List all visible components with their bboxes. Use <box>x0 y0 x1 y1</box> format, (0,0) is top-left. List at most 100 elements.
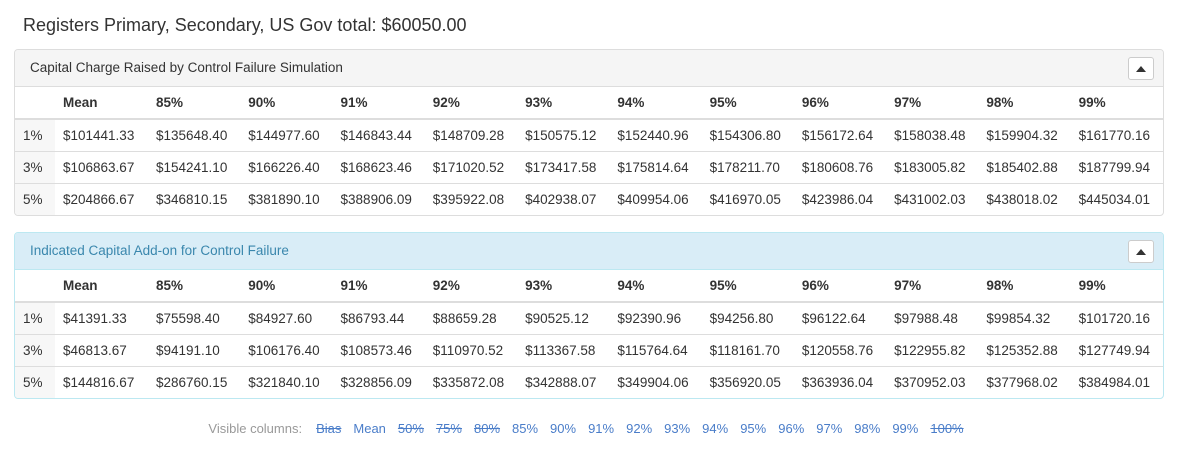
table-cell: $94191.10 <box>148 334 241 367</box>
table-cell: $110970.52 <box>424 334 518 367</box>
table-cell: $158038.48 <box>894 128 966 143</box>
column-header: Mean <box>55 87 148 120</box>
table-cell: $384984.01 <box>1070 366 1163 398</box>
column-header: 85% <box>148 270 241 303</box>
visible-column-toggle-92pct[interactable]: 92% <box>626 421 653 436</box>
table-cell: $148709.28 <box>432 128 505 143</box>
table-cell: $135648.40 <box>156 128 228 143</box>
table-cell: $106176.40 <box>240 334 333 367</box>
column-header: 96% <box>793 270 887 303</box>
table-cell: $286760.15 <box>148 366 241 398</box>
row-label: 1% <box>15 302 55 335</box>
table-cell: $154306.80 <box>709 128 781 143</box>
table-cell: $183005.82 <box>886 151 979 184</box>
table-cell: $88659.28 <box>432 311 497 326</box>
table-cell: $171020.52 <box>424 151 518 184</box>
column-header: 92% <box>424 270 518 303</box>
table-row: 3% $46813.67 $94191.10 $106176.40 $108573.46… <box>15 334 1163 367</box>
table-cell: $187799.94 <box>1070 151 1163 184</box>
table-cell: $168623.46 <box>332 151 425 184</box>
column-header: 95% <box>701 87 794 120</box>
capital-charge-table: Mean 85% 90% 91% 92% 93% 94% 95% 96% 97% 98% 99% 1%… <box>15 87 1163 215</box>
table-cell: $46813.67 <box>55 334 148 367</box>
column-header: 98% <box>978 270 1071 303</box>
table-cell: $150575.12 <box>525 128 597 143</box>
visible-column-toggle-98pct[interactable]: 98% <box>854 421 881 436</box>
column-header: 99% <box>1070 87 1163 120</box>
column-header: 96% <box>793 87 887 120</box>
table-cell: $335872.08 <box>424 366 518 398</box>
table-row: 5% $144816.67 $286760.15 $321840.10 $328856.… <box>15 366 1163 398</box>
table-cell: $402938.07 <box>517 183 610 215</box>
table-cell: $120558.76 <box>793 334 887 367</box>
corner-cell <box>15 270 55 303</box>
table-cell: $125352.88 <box>978 334 1071 367</box>
column-header: 97% <box>886 270 979 303</box>
table-cell: $113367.58 <box>517 334 610 367</box>
column-header: 90% <box>240 87 333 120</box>
table-cell: $321840.10 <box>240 366 333 398</box>
table-cell: $204866.67 <box>55 183 148 215</box>
table-cell: $152440.96 <box>617 128 689 143</box>
table-cell: $438018.02 <box>978 183 1071 215</box>
table-cell: $423986.04 <box>793 183 887 215</box>
visible-column-toggle-94pct[interactable]: 94% <box>702 421 729 436</box>
visible-column-toggle-93pct[interactable]: 93% <box>664 421 691 436</box>
table-cell: $409954.06 <box>609 183 702 215</box>
visible-column-toggle-91pct[interactable]: 91% <box>588 421 615 436</box>
table-cell: $115764.64 <box>609 334 702 367</box>
page: Registers Primary, Secondary, US Gov tot… <box>14 15 1164 436</box>
row-label: 5% <box>15 183 55 215</box>
panel-title: Capital Charge Raised by Control Failure… <box>30 60 343 75</box>
visible-column-toggle-bias[interactable]: Bias <box>316 421 342 436</box>
row-label: 3% <box>15 151 55 184</box>
visible-column-toggle-99pct[interactable]: 99% <box>892 421 919 436</box>
visible-column-toggle-100pct[interactable]: 100% <box>930 421 964 436</box>
collapse-button[interactable] <box>1128 57 1154 80</box>
table-cell: $377968.02 <box>978 366 1071 398</box>
column-header: 90% <box>240 270 333 303</box>
visible-column-toggle-75pct[interactable]: 75% <box>435 421 462 436</box>
visible-column-toggle-50pct[interactable]: 50% <box>397 421 424 436</box>
column-header: 91% <box>332 87 425 120</box>
visible-column-toggle-95pct[interactable]: 95% <box>740 421 767 436</box>
table-cell: $118161.70 <box>701 334 794 367</box>
visible-column-toggle-90pct[interactable]: 90% <box>550 421 577 436</box>
capital-addon-table: Mean 85% 90% 91% 92% 93% 94% 95% 96% 97% 98% 99% 1%… <box>15 270 1163 398</box>
table-cell: $173417.58 <box>517 151 610 184</box>
column-header: 94% <box>609 270 702 303</box>
visible-columns-label: Visible columns: <box>208 421 303 436</box>
visible-column-toggle-80pct[interactable]: 80% <box>473 421 501 436</box>
table-cell: $445034.01 <box>1070 183 1163 215</box>
table-cell: $41391.33 <box>63 311 127 326</box>
column-header: 93% <box>517 270 610 303</box>
chevron-up-icon <box>1136 65 1146 72</box>
row-label: 5% <box>15 366 55 398</box>
visible-column-toggle-mean[interactable]: Mean <box>353 421 386 436</box>
table-cell: $99854.32 <box>986 311 1051 326</box>
table-cell: $166226.40 <box>240 151 333 184</box>
visible-column-toggle-97pct[interactable]: 97% <box>816 421 843 436</box>
row-label: 3% <box>15 334 55 367</box>
table-cell: $101720.16 <box>1078 311 1150 326</box>
table-cell: $175814.64 <box>609 151 702 184</box>
collapse-button[interactable] <box>1128 240 1154 263</box>
page-title: Registers Primary, Secondary, US Gov tot… <box>23 15 467 35</box>
table-row: 1% $41391.33 $75598.40 $84927.60 $86793.44 $8… <box>15 302 1163 335</box>
table-cell: $86793.44 <box>340 311 405 326</box>
table-cell: $97988.48 <box>894 311 958 326</box>
column-header: 92% <box>424 87 518 120</box>
table-cell: $96122.64 <box>801 311 866 326</box>
column-header: 93% <box>517 87 610 120</box>
table-cell: $395922.08 <box>424 183 518 215</box>
table-cell: $90525.12 <box>525 311 589 326</box>
table-cell: $101441.33 <box>63 128 135 143</box>
panel-header: Capital Charge Raised by Control Failure… <box>15 50 1163 87</box>
column-header: 97% <box>886 87 979 120</box>
table-cell: $144977.60 <box>248 128 320 143</box>
table-row: 5% $204866.67 $346810.15 $381890.10 $388906.… <box>15 183 1163 215</box>
visible-column-toggle-85pct[interactable]: 85% <box>512 421 539 436</box>
table-cell: $144816.67 <box>55 366 148 398</box>
table-row: 3% $106863.67 $154241.10 $166226.40 $168623.… <box>15 151 1163 184</box>
visible-column-toggle-96pct[interactable]: 96% <box>778 421 805 436</box>
